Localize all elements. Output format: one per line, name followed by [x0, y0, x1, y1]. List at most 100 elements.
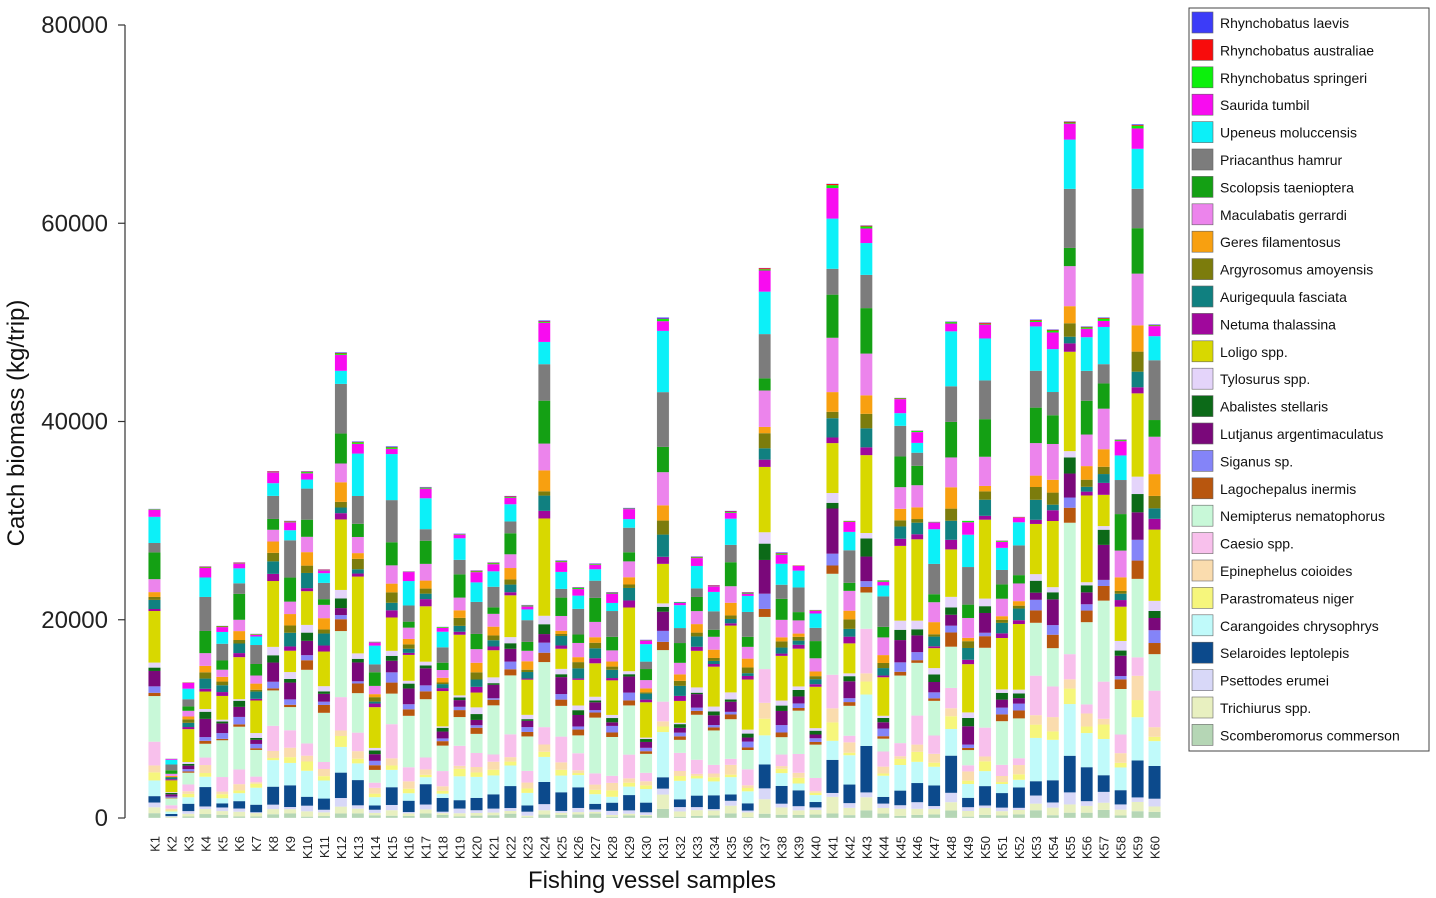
bar-segment [758, 616, 771, 670]
x-tick-label: K4 [198, 836, 213, 852]
bar-segment [216, 676, 229, 682]
bar-segment [843, 673, 856, 677]
bar-segment [843, 521, 856, 522]
bar-segment [741, 729, 754, 734]
bar-segment [690, 795, 703, 808]
bar-segment [639, 785, 653, 790]
bar-segment [300, 471, 314, 472]
bar-segment [572, 589, 585, 596]
bar-segment [165, 758, 178, 760]
bar-segment [995, 721, 1009, 765]
bar-segment [639, 753, 653, 773]
bar-segment [419, 488, 432, 499]
bar-segment [1114, 480, 1127, 515]
bar-stack-k32 [673, 601, 687, 819]
legend-swatch [1191, 230, 1214, 253]
bar-segment [419, 486, 432, 488]
bar-segment [351, 558, 364, 570]
bar-segment [843, 521, 856, 532]
bar-segment [419, 809, 432, 814]
bar-segment [724, 764, 737, 775]
bar-segment [572, 608, 585, 635]
bar-segment [589, 773, 602, 785]
bar-segment [216, 740, 229, 778]
bar-segment [995, 782, 1009, 784]
bar-segment [1097, 408, 1110, 450]
bar-segment [928, 563, 941, 595]
bar-segment [199, 665, 212, 673]
bar-segment [775, 773, 788, 786]
bar-segment [283, 762, 297, 786]
bar-segment [1012, 605, 1026, 609]
bar-segment [741, 812, 754, 818]
bar-segment [1080, 486, 1093, 492]
bar-segment [978, 322, 992, 324]
bar-segment [436, 771, 449, 787]
bar-segment [843, 643, 856, 674]
legend-swatch [1191, 696, 1214, 719]
bar-segment [250, 675, 263, 684]
bar-segment [707, 586, 720, 592]
bar-segment [606, 796, 619, 803]
bar-segment [538, 756, 551, 782]
bar-segment [961, 604, 975, 618]
bar-segment [792, 587, 805, 613]
bar-segment [1046, 686, 1059, 718]
bar-segment [402, 652, 415, 655]
bar-segment [148, 772, 161, 781]
bar-segment [182, 682, 195, 689]
bar-segment [368, 645, 381, 665]
bar-segment [809, 728, 822, 731]
bar-segment [216, 791, 229, 795]
bar-segment [707, 795, 720, 810]
bar-segment [300, 572, 314, 589]
bar-segment [656, 556, 670, 564]
bar-segment [334, 798, 348, 807]
bar-segment [1080, 337, 1093, 371]
bar-segment [894, 756, 907, 759]
bar-segment [995, 584, 1009, 599]
bar-segment [589, 700, 602, 703]
bar-segment [775, 552, 788, 554]
bar-outline [538, 320, 551, 819]
bar-segment [995, 692, 1009, 700]
bar-segment [775, 737, 788, 755]
bar-segment [216, 733, 229, 739]
bar-segment [1012, 774, 1026, 780]
bar-segment [521, 815, 534, 818]
bar-segment [656, 611, 670, 631]
legend-label: Loligo spp. [1220, 344, 1288, 360]
bar-segment [911, 442, 924, 453]
bar-stack-k10 [300, 470, 314, 819]
bar-segment [673, 700, 687, 723]
bar-segment [1080, 733, 1093, 768]
bar-segment [385, 758, 398, 766]
bar-segment [758, 593, 771, 609]
bar-segment [1131, 387, 1144, 394]
bar-segment [1114, 550, 1127, 578]
bar-segment [453, 610, 466, 618]
bar-segment [453, 765, 466, 769]
bar-segment [521, 620, 534, 642]
bar-segment [843, 752, 856, 756]
bar-segment [1029, 737, 1042, 782]
bar-segment [233, 593, 246, 620]
bar-segment [334, 735, 348, 747]
bar-segment [741, 741, 754, 748]
x-tick-label: K13 [351, 836, 366, 859]
bar-segment [826, 493, 839, 503]
bar-segment [1012, 583, 1026, 602]
bar-segment [1148, 727, 1161, 737]
bar-segment [300, 632, 314, 641]
bar-segment [843, 582, 856, 591]
bar-segment [250, 700, 263, 734]
bar-segment [860, 353, 873, 396]
bar-segment [487, 794, 500, 809]
bar-segment [622, 795, 636, 811]
bar-segment [792, 620, 805, 634]
bar-segment [673, 695, 687, 701]
bar-stack-k20 [470, 570, 483, 819]
bar-segment [911, 465, 924, 486]
bar-segment [707, 715, 720, 726]
bar-segment [1080, 400, 1093, 435]
